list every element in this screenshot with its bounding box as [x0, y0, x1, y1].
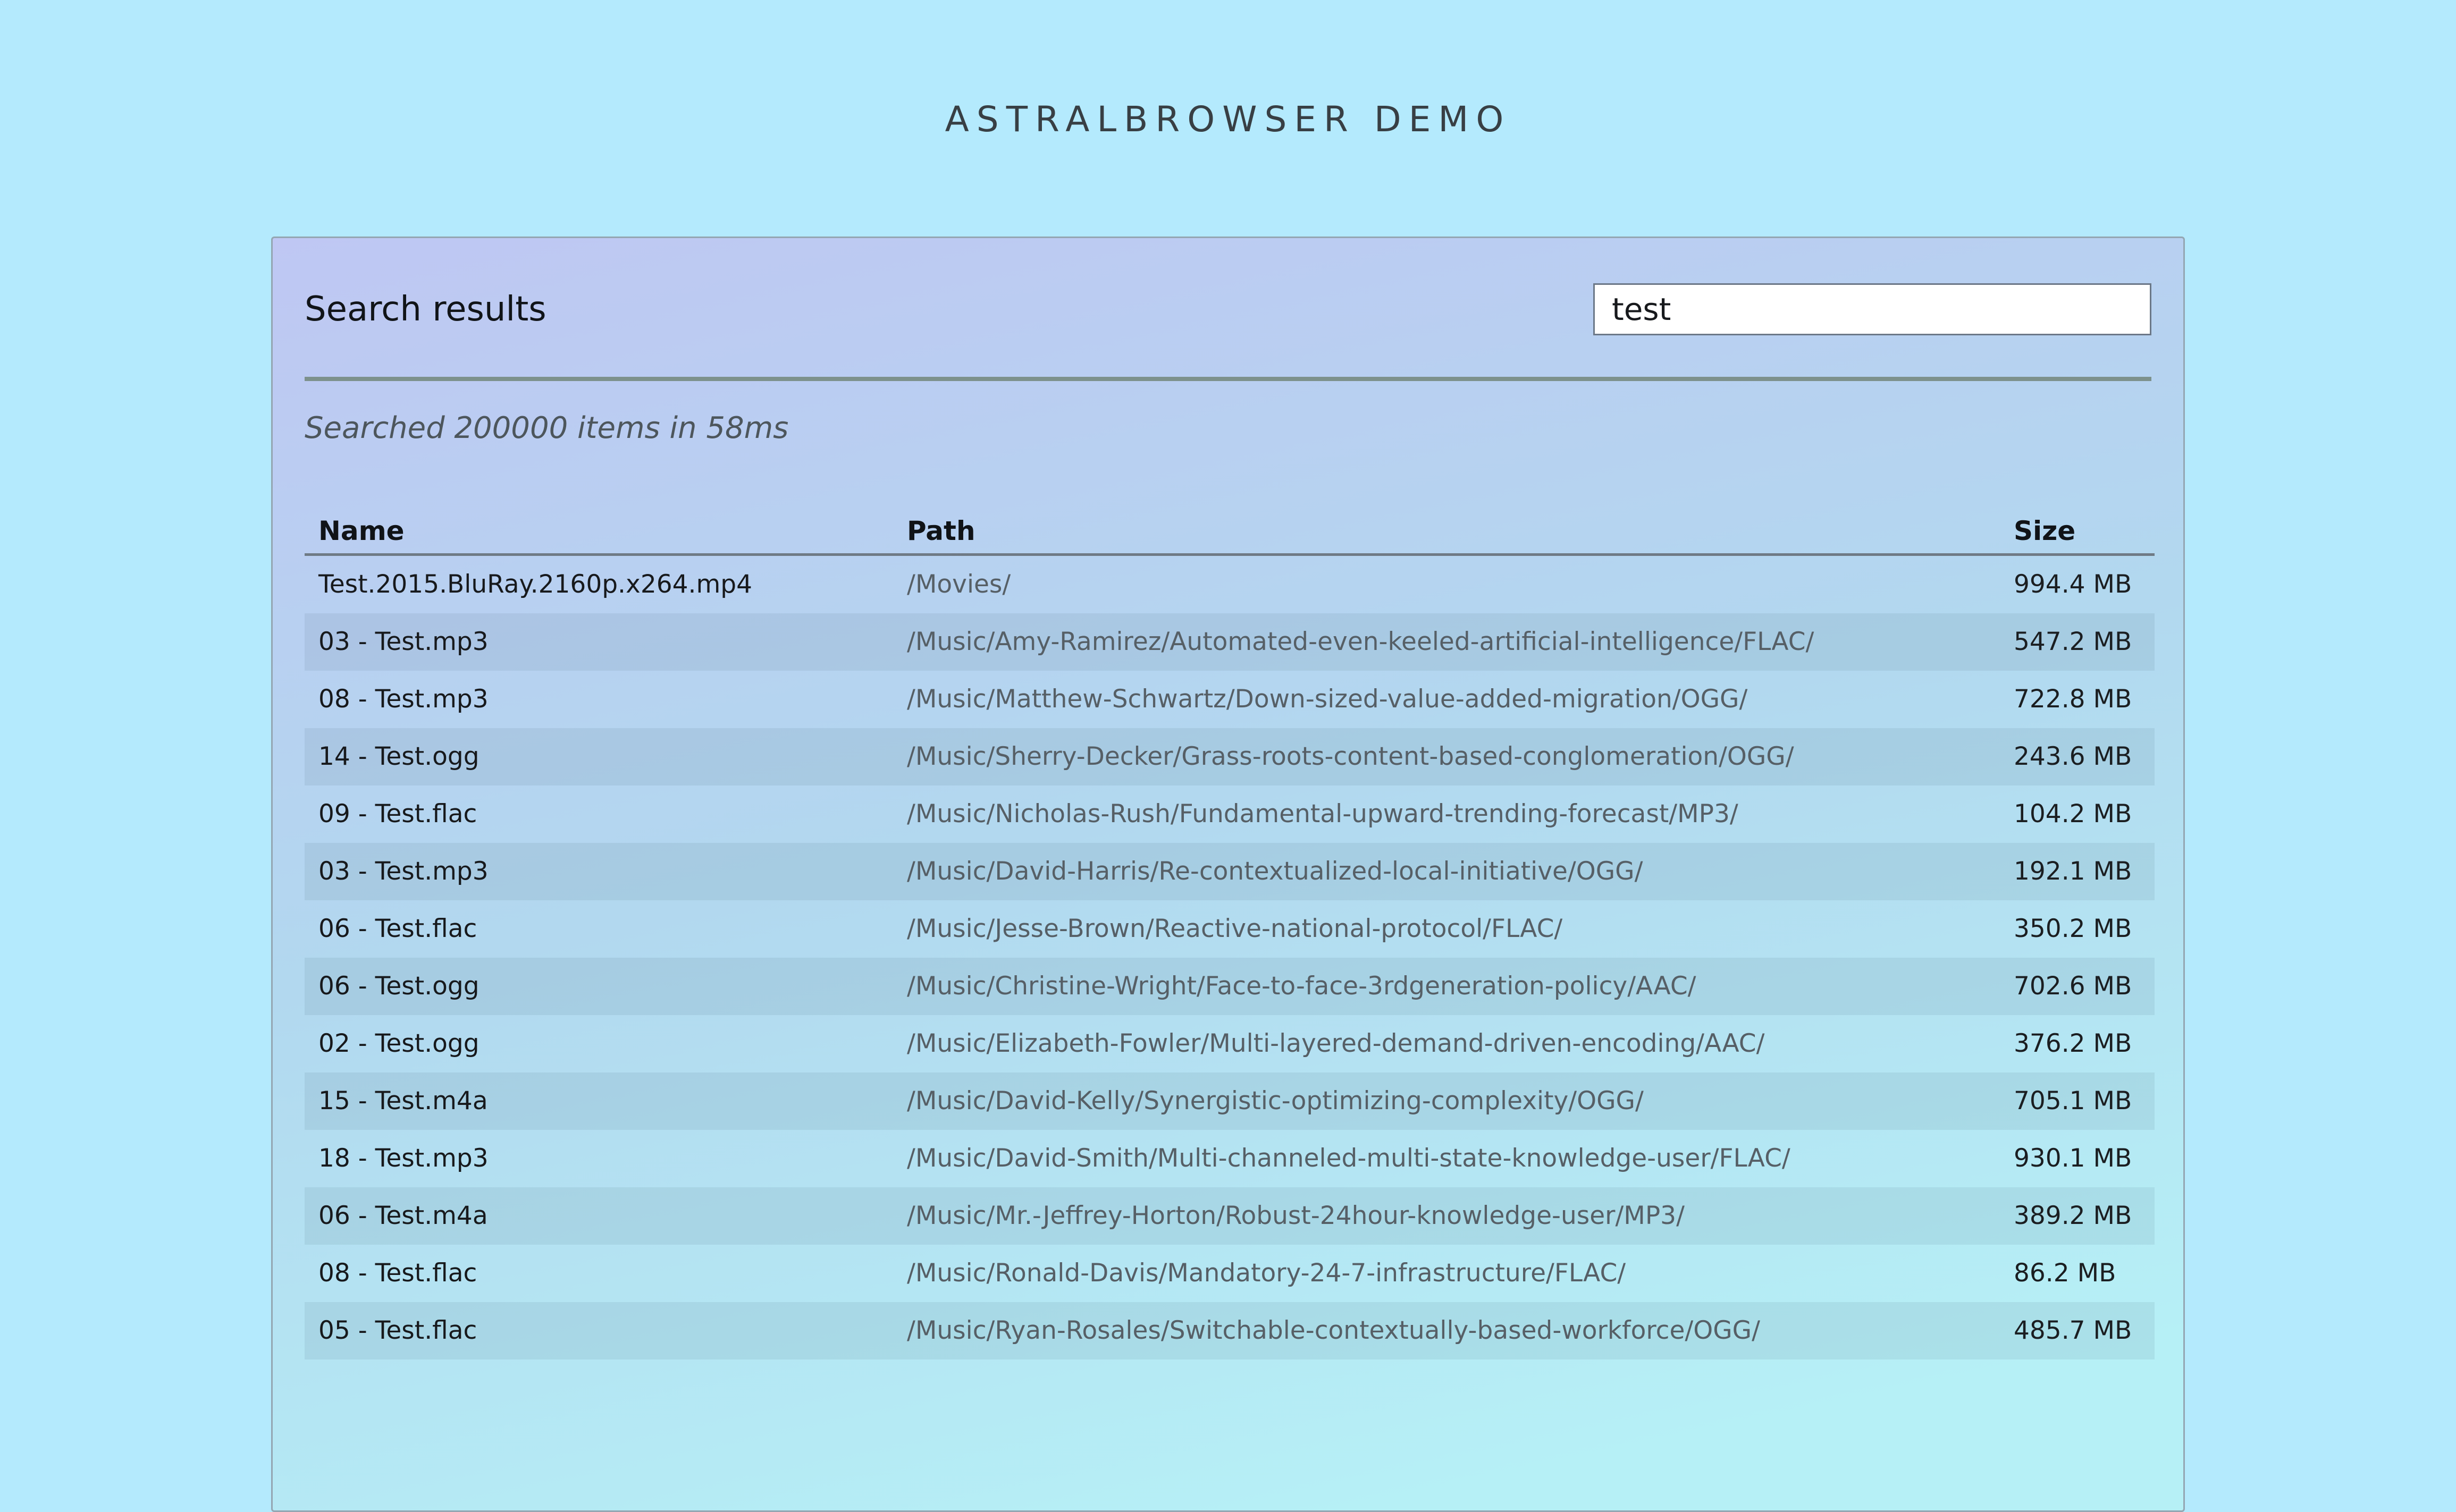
cell-path: /Music/Ryan-Rosales/Switchable-contextua…: [907, 1316, 1760, 1345]
results-table: Name Path Size Test.2015.BluRay.2160p.x2…: [305, 516, 2155, 1359]
cell-name: 05 - Test.flac: [318, 1316, 477, 1345]
divider: [305, 377, 2151, 381]
table-row[interactable]: 09 - Test.flac /Music/Nicholas-Rush/Fund…: [305, 785, 2155, 843]
cell-name: 08 - Test.flac: [318, 1258, 477, 1288]
cell-name: 06 - Test.flac: [318, 914, 477, 943]
cell-path: /Music/Elizabeth-Fowler/Multi-layered-de…: [907, 1029, 1765, 1058]
table-row[interactable]: 06 - Test.flac /Music/Jesse-Brown/Reacti…: [305, 900, 2155, 958]
search-results-panel: Search results Searched 200000 items in …: [271, 236, 2185, 1512]
column-header-size: Size: [2000, 516, 2155, 556]
cell-name: 18 - Test.mp3: [318, 1144, 489, 1173]
page-title: ASTRALBROWSER DEMO: [945, 99, 1511, 140]
table-row[interactable]: 18 - Test.mp3 /Music/David-Smith/Multi-c…: [305, 1130, 2155, 1187]
table-row[interactable]: 05 - Test.flac /Music/Ryan-Rosales/Switc…: [305, 1302, 2155, 1359]
cell-name: 02 - Test.ogg: [318, 1029, 480, 1058]
cell-path: /Music/Mr.-Jeffrey-Horton/Robust-24hour-…: [907, 1201, 1685, 1230]
cell-size: 547.2 MB: [2014, 627, 2132, 656]
cell-path: /Music/David-Smith/Multi-channeled-multi…: [907, 1144, 1790, 1173]
table-row[interactable]: 03 - Test.mp3 /Music/Amy-Ramirez/Automat…: [305, 613, 2155, 671]
cell-path: /Music/Jesse-Brown/Reactive-national-pro…: [907, 914, 1563, 943]
cell-size: 485.7 MB: [2014, 1316, 2132, 1345]
cell-path: /Music/Matthew-Schwartz/Down-sized-value…: [907, 685, 1748, 714]
table-row[interactable]: 15 - Test.m4a /Music/David-Kelly/Synergi…: [305, 1072, 2155, 1130]
table-row[interactable]: 02 - Test.ogg /Music/Elizabeth-Fowler/Mu…: [305, 1015, 2155, 1072]
column-header-path: Path: [893, 516, 2000, 556]
results-table-header: Name Path Size: [305, 516, 2155, 556]
cell-name: 08 - Test.mp3: [318, 685, 489, 714]
cell-name: 03 - Test.mp3: [318, 627, 489, 656]
cell-path: /Music/Ronald-Davis/Mandatory-24-7-infra…: [907, 1258, 1626, 1288]
cell-size: 994.4 MB: [2014, 570, 2132, 599]
cell-path: /Music/Amy-Ramirez/Automated-even-keeled…: [907, 627, 1814, 656]
table-row[interactable]: 14 - Test.ogg /Music/Sherry-Decker/Grass…: [305, 728, 2155, 785]
table-row[interactable]: 03 - Test.mp3 /Music/David-Harris/Re-con…: [305, 843, 2155, 900]
table-row[interactable]: Test.2015.BluRay.2160p.x264.mp4 /Movies/…: [305, 555, 2155, 614]
cell-size: 350.2 MB: [2014, 914, 2132, 943]
cell-path: /Music/Christine-Wright/Face-to-face-3rd…: [907, 972, 1696, 1001]
cell-path: /Music/Nicholas-Rush/Fundamental-upward-…: [907, 799, 1738, 829]
cell-name: 14 - Test.ogg: [318, 742, 480, 771]
cell-size: 705.1 MB: [2014, 1086, 2132, 1116]
cell-name: 06 - Test.m4a: [318, 1201, 488, 1230]
cell-size: 192.1 MB: [2014, 857, 2132, 886]
cell-size: 722.8 MB: [2014, 685, 2132, 714]
cell-size: 702.6 MB: [2014, 972, 2132, 1001]
table-row[interactable]: 06 - Test.ogg /Music/Christine-Wright/Fa…: [305, 958, 2155, 1015]
search-status: Searched 200000 items in 58ms: [305, 411, 789, 445]
cell-name: 09 - Test.flac: [318, 799, 477, 829]
cell-path: /Music/Sherry-Decker/Grass-roots-content…: [907, 742, 1794, 771]
cell-size: 930.1 MB: [2014, 1144, 2132, 1173]
cell-size: 86.2 MB: [2014, 1258, 2116, 1288]
cell-path: /Music/David-Kelly/Synergistic-optimizin…: [907, 1086, 1644, 1116]
panel-heading: Search results: [305, 290, 546, 329]
cell-name: Test.2015.BluRay.2160p.x264.mp4: [318, 570, 752, 599]
search-input[interactable]: [1593, 283, 2151, 335]
table-row[interactable]: 08 - Test.mp3 /Music/Matthew-Schwartz/Do…: [305, 671, 2155, 728]
cell-name: 03 - Test.mp3: [318, 857, 489, 886]
table-row[interactable]: 08 - Test.flac /Music/Ronald-Davis/Manda…: [305, 1245, 2155, 1302]
panel-header: Search results: [305, 283, 2151, 335]
cell-path: /Music/David-Harris/Re-contextualized-lo…: [907, 857, 1643, 886]
cell-size: 104.2 MB: [2014, 799, 2132, 829]
cell-path: /Movies/: [907, 570, 1011, 599]
cell-size: 389.2 MB: [2014, 1201, 2132, 1230]
results-tbody: Test.2015.BluRay.2160p.x264.mp4 /Movies/…: [305, 555, 2155, 1359]
cell-size: 243.6 MB: [2014, 742, 2132, 771]
cell-name: 15 - Test.m4a: [318, 1086, 488, 1116]
table-row[interactable]: 06 - Test.m4a /Music/Mr.-Jeffrey-Horton/…: [305, 1187, 2155, 1245]
column-header-name: Name: [305, 516, 893, 556]
cell-size: 376.2 MB: [2014, 1029, 2132, 1058]
cell-name: 06 - Test.ogg: [318, 972, 480, 1001]
